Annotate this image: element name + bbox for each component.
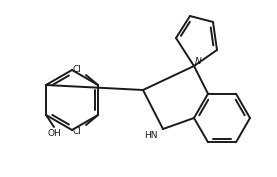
Text: Cl: Cl [73,127,81,136]
Text: HN: HN [144,130,158,139]
Text: OH: OH [47,130,61,138]
Text: Cl: Cl [73,64,81,73]
Text: N: N [195,56,201,65]
